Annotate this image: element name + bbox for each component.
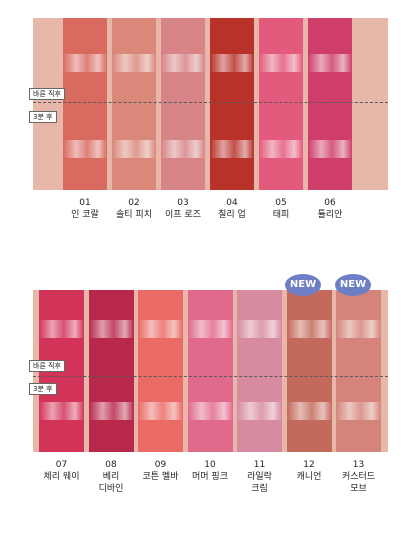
gloss-highlight bbox=[336, 320, 381, 338]
gloss-highlight bbox=[336, 402, 381, 420]
shade-name: 이프 로즈 bbox=[165, 210, 201, 220]
swatch-panel-bottom: 바른 직후 3분 후 bbox=[29, 290, 388, 452]
gloss-highlight bbox=[286, 402, 332, 420]
lip-swatch-09 bbox=[138, 290, 183, 452]
gloss-highlight bbox=[210, 54, 254, 72]
shade-name: 인 코랄 bbox=[71, 210, 99, 220]
shade-number: 08 bbox=[105, 460, 117, 470]
shade-number: 09 bbox=[154, 460, 167, 470]
shade-name: 크림 bbox=[251, 484, 268, 494]
tag-after-3min: 3분 후 bbox=[29, 111, 57, 123]
shade-number: 05 bbox=[275, 198, 287, 208]
lip-swatch-06 bbox=[308, 18, 352, 190]
shade-label-05: 05 태피 bbox=[253, 197, 309, 221]
gloss-highlight bbox=[187, 402, 233, 420]
shade-label-01: 01 인 코랄 bbox=[57, 197, 113, 221]
gloss-highlight bbox=[63, 140, 107, 158]
shade-name: 베리 bbox=[102, 472, 120, 482]
gloss-highlight bbox=[237, 402, 282, 420]
swatch-panel-top: 바른 직후 3분 후 bbox=[29, 18, 388, 190]
lip-swatch-01 bbox=[63, 18, 107, 190]
gloss-highlight bbox=[161, 140, 205, 158]
gloss-highlight bbox=[237, 320, 282, 338]
shade-name: 태피 bbox=[272, 210, 290, 220]
lip-swatch-08 bbox=[88, 290, 134, 452]
tag-applied: 바른 직후 bbox=[29, 360, 65, 372]
shade-name: 코튼 멜바 bbox=[142, 472, 179, 482]
lip-swatch-05 bbox=[259, 18, 303, 190]
shade-number: 07 bbox=[55, 460, 68, 470]
shade-number: 03 bbox=[177, 198, 189, 208]
lip-swatch-10 bbox=[187, 290, 233, 452]
tag-after-3min: 3분 후 bbox=[29, 383, 57, 395]
shade-label-02: 02 솔티 피치 bbox=[106, 197, 162, 221]
gloss-highlight bbox=[161, 54, 205, 72]
lip-swatch-02 bbox=[112, 18, 156, 190]
shade-number: 06 bbox=[324, 198, 336, 208]
shade-label-04: 04 칠리 업 bbox=[204, 197, 260, 221]
shade-number: 01 bbox=[79, 198, 91, 208]
lip-swatch-03 bbox=[161, 18, 205, 190]
shade-label-12: 12 캐니언 bbox=[281, 459, 338, 483]
gloss-highlight bbox=[88, 320, 134, 338]
shade-name: 캐니언 bbox=[296, 472, 322, 482]
gloss-highlight bbox=[63, 54, 107, 72]
shade-name: 머머 핑크 bbox=[192, 472, 228, 482]
new-badge: NEW bbox=[285, 274, 321, 296]
shade-label-03: 03 이프 로즈 bbox=[155, 197, 211, 221]
gloss-highlight bbox=[112, 54, 156, 72]
gloss-highlight bbox=[210, 140, 254, 158]
gloss-highlight bbox=[88, 402, 134, 420]
lip-swatch-04 bbox=[210, 18, 254, 190]
shade-number: 10 bbox=[204, 460, 216, 470]
shade-name: 솔티 피치 bbox=[116, 210, 152, 220]
shade-number: 02 bbox=[128, 198, 140, 208]
divider-line bbox=[33, 102, 388, 103]
shade-label-07: 07 체리 웨이 bbox=[33, 459, 90, 483]
shade-name: 칠리 업 bbox=[218, 210, 246, 220]
lip-swatch-13 bbox=[336, 290, 381, 452]
shade-number: 04 bbox=[226, 198, 238, 208]
shade-name: 디바인 bbox=[98, 484, 124, 494]
divider-line bbox=[33, 376, 388, 377]
gloss-highlight bbox=[187, 320, 233, 338]
gloss-highlight bbox=[308, 54, 352, 72]
shade-name: 체리 웨이 bbox=[43, 472, 80, 482]
shade-label-06: 06 튤리안 bbox=[302, 197, 358, 221]
lip-swatch-11 bbox=[237, 290, 282, 452]
gloss-highlight bbox=[308, 140, 352, 158]
gloss-highlight bbox=[112, 140, 156, 158]
shade-name: 모브 bbox=[350, 484, 367, 494]
lip-swatch-12 bbox=[286, 290, 332, 452]
shade-name: 라일락 bbox=[247, 472, 272, 482]
gloss-highlight bbox=[259, 54, 303, 72]
new-badge: NEW bbox=[335, 274, 371, 296]
gloss-highlight bbox=[138, 320, 183, 338]
gloss-highlight bbox=[39, 402, 84, 420]
gloss-highlight bbox=[286, 320, 332, 338]
tag-applied: 바른 직후 bbox=[29, 88, 65, 100]
shade-label-10: 10 머머 핑크 bbox=[182, 459, 239, 483]
shade-number: 11 bbox=[253, 460, 266, 470]
shade-number: 13 bbox=[352, 460, 365, 470]
shade-name: 튤리안 bbox=[317, 210, 343, 220]
gloss-highlight bbox=[259, 140, 303, 158]
shade-label-09: 09 코튼 멜바 bbox=[132, 459, 189, 483]
shade-number: 12 bbox=[303, 460, 315, 470]
gloss-highlight bbox=[39, 320, 84, 338]
gloss-highlight bbox=[138, 402, 183, 420]
shade-name: 커스터드 bbox=[341, 472, 376, 482]
